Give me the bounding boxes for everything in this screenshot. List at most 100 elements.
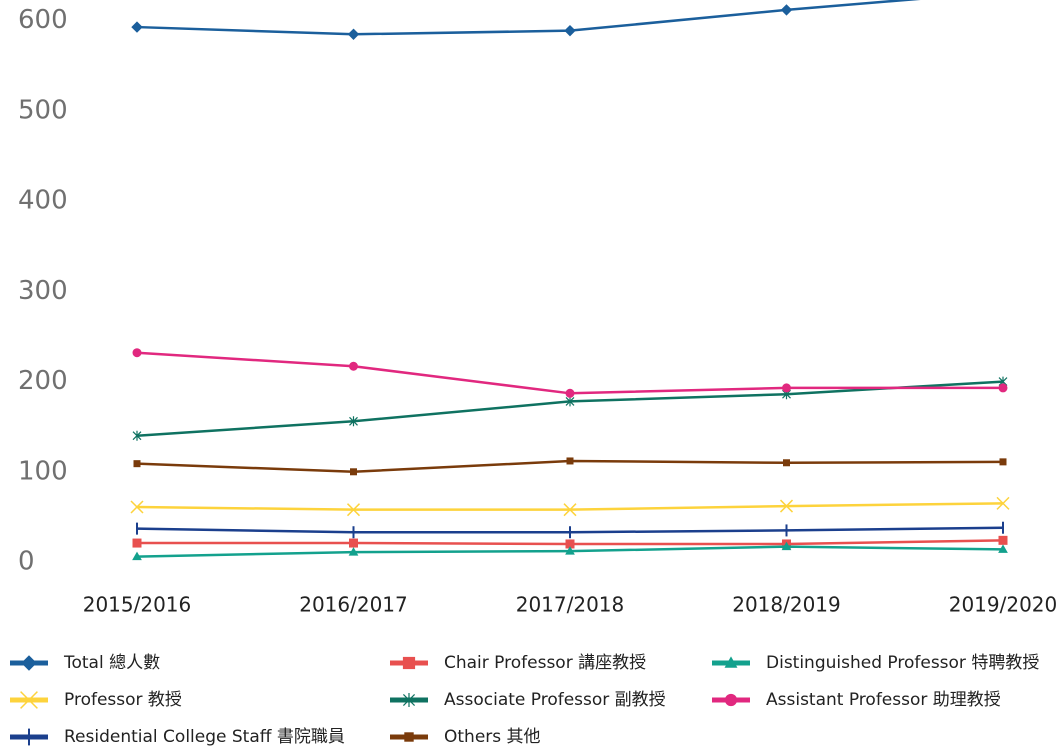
data-point — [132, 551, 142, 561]
marker-shape — [402, 693, 416, 707]
marker-shape — [350, 468, 357, 476]
legend-item: Professor 教授 — [10, 690, 182, 710]
y-tick-label: 600 — [18, 5, 68, 35]
legend-label: Others 其他 — [444, 727, 541, 747]
y-tick-label: 400 — [18, 186, 68, 216]
data-point — [998, 535, 1008, 545]
data-point — [346, 503, 361, 517]
y-tick-label: 100 — [18, 456, 68, 486]
marker-shape — [782, 383, 791, 393]
legend-marker — [404, 732, 414, 742]
y-tick-label: 200 — [18, 366, 68, 396]
data-point — [132, 430, 142, 441]
legend-label: Distinguished Professor 特聘教授 — [766, 653, 1039, 673]
marker-shape — [998, 535, 1008, 545]
legend-marker — [402, 693, 416, 707]
y-tick-label: 300 — [18, 276, 68, 306]
marker-shape — [20, 691, 38, 709]
legend-item: Associate Professor 副教授 — [390, 690, 666, 710]
marker-shape — [132, 538, 142, 548]
data-point — [998, 544, 1008, 553]
legend-item: Chair Professor 講座教授 — [390, 653, 646, 673]
legend-item: Assistant Professor 助理教授 — [712, 690, 1001, 710]
legend-item: Residential College Staff 書院職員 — [10, 727, 345, 747]
marker-shape — [565, 396, 575, 407]
data-point — [566, 457, 574, 465]
marker-shape — [132, 551, 142, 561]
legend-item: Others 其他 — [390, 727, 541, 747]
x-tick-label: 2017/2018 — [516, 593, 625, 617]
data-point — [132, 538, 142, 548]
data-point — [563, 503, 577, 517]
data-point — [565, 388, 575, 398]
data-point — [349, 416, 358, 427]
data-point — [565, 546, 575, 555]
x-tick-label: 2016/2017 — [299, 593, 408, 617]
data-point — [348, 547, 359, 556]
data-point — [349, 361, 358, 371]
data-point — [996, 496, 1010, 510]
legend-label: Residential College Staff 書院職員 — [64, 727, 345, 747]
marker-shape — [402, 656, 416, 670]
legend-label: Professor 教授 — [64, 690, 182, 710]
marker-shape — [564, 24, 576, 37]
series-line — [136, 351, 1003, 395]
legend-label: Total 總人數 — [63, 653, 160, 673]
legend-marker — [402, 656, 416, 670]
data-point — [783, 459, 790, 467]
marker-shape — [998, 383, 1008, 393]
marker-shape — [781, 541, 792, 551]
marker-shape — [724, 656, 738, 668]
marker-shape — [999, 458, 1007, 466]
x-tick-label: 2019/2020 — [949, 593, 1058, 617]
marker-shape — [349, 538, 358, 548]
marker-shape — [348, 547, 359, 556]
marker-shape — [132, 430, 142, 441]
marker-shape — [563, 503, 577, 517]
marker-shape — [566, 457, 574, 465]
x-tick-label: 2015/2016 — [83, 593, 192, 617]
data-point — [781, 541, 792, 551]
x-tick-label: 2018/2019 — [732, 593, 841, 617]
marker-shape — [998, 544, 1008, 553]
data-point — [779, 499, 794, 513]
data-point — [349, 538, 358, 548]
marker-shape — [783, 459, 790, 467]
marker-shape — [724, 693, 738, 707]
legend-marker — [21, 655, 37, 671]
marker-shape — [133, 460, 141, 468]
marker-shape — [346, 503, 361, 517]
legend-marker — [20, 691, 38, 709]
marker-shape — [347, 28, 360, 40]
marker-shape — [132, 348, 142, 358]
marker-shape — [349, 361, 358, 371]
data-point — [132, 348, 142, 358]
data-point — [130, 500, 144, 514]
legend-marker — [724, 656, 738, 668]
marker-shape — [996, 496, 1010, 510]
marker-shape — [130, 500, 144, 514]
marker-shape — [131, 21, 143, 33]
marker-shape — [565, 388, 575, 398]
data-point — [999, 458, 1007, 466]
y-tick-label: 500 — [18, 95, 68, 125]
data-point — [780, 4, 793, 16]
marker-shape — [780, 4, 793, 16]
marker-shape — [349, 416, 358, 427]
data-point — [131, 21, 143, 33]
y-tick-label: 0 — [18, 547, 35, 577]
legend-marker — [724, 693, 738, 707]
data-point — [564, 24, 576, 37]
marker-shape — [779, 499, 794, 513]
marker-shape — [565, 546, 575, 555]
data-point — [998, 383, 1008, 393]
legend-item: Total 總人數 — [10, 653, 160, 673]
legend-item: Distinguished Professor 特聘教授 — [712, 653, 1039, 673]
legend-label: Assistant Professor 助理教授 — [766, 690, 1001, 710]
data-point — [350, 468, 357, 476]
legend-label: Chair Professor 講座教授 — [444, 653, 646, 673]
data-point — [133, 460, 141, 468]
data-point — [782, 383, 791, 393]
data-point — [565, 396, 575, 407]
data-point — [347, 28, 360, 40]
